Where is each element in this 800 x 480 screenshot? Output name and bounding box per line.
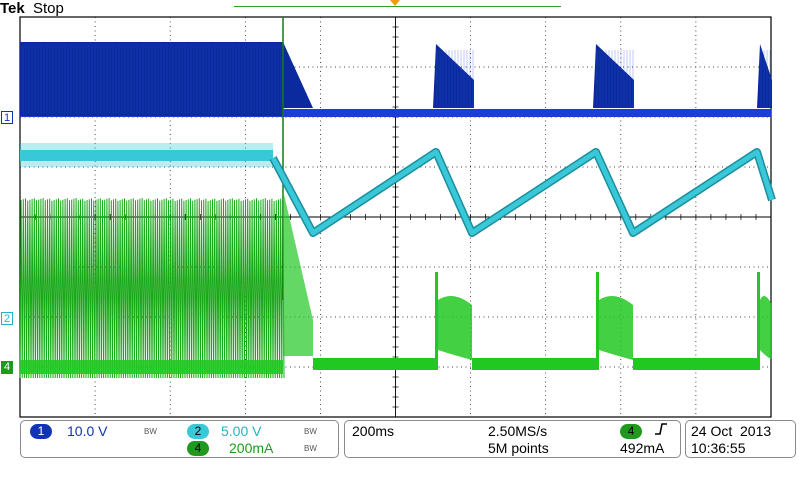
ch4-badge[interactable]: 4: [187, 441, 209, 456]
ch1-badge[interactable]: 1: [30, 424, 52, 439]
ch4-scale: 200mA: [229, 440, 274, 456]
ch2-waveform: [20, 143, 776, 237]
waveform-display: [19, 16, 776, 418]
acquisition-status: Stop: [33, 0, 64, 17]
ch2-scale: 5.00 V: [221, 423, 262, 439]
trigger-source-badge[interactable]: 4: [620, 424, 642, 439]
ch2-ground-marker[interactable]: 2: [1, 312, 13, 325]
ch2-bw-limit: BW: [304, 427, 317, 436]
ch4-bw-limit: BW: [304, 444, 317, 453]
date-display: 24 Oct 2013: [691, 423, 772, 439]
tek-logo: Tek: [0, 0, 25, 17]
ch4-waveform: [19, 17, 772, 379]
ch1-waveform: [20, 42, 772, 117]
ch1-ground-marker[interactable]: 1: [1, 111, 13, 124]
ch2-badge[interactable]: 2: [187, 424, 209, 439]
datetime-panel: 24 Oct 2013 10:36:55: [685, 420, 796, 458]
rising-edge-icon: [653, 421, 669, 437]
horizontal-scale: 200ms: [352, 423, 395, 439]
record-length: 5M points: [488, 440, 549, 456]
time-display: 10:36:55: [691, 440, 746, 456]
ch1-scale: 10.0 V: [67, 423, 108, 439]
ch4-ground-marker[interactable]: 4: [1, 361, 13, 374]
ch1-bw-limit: BW: [144, 427, 157, 436]
channel-readout-panel[interactable]: 1 10.0 V BW 2 5.00 V BW 4 200mA BW: [20, 420, 339, 458]
trigger-position-icon: [390, 0, 400, 6]
record-position-bar: [234, 6, 561, 7]
sample-rate: 2.50MS/s: [488, 423, 548, 439]
timebase-trigger-panel[interactable]: 200ms 2.50MS/s 5M points 4 492mA: [344, 420, 681, 458]
trigger-level: 492mA: [620, 440, 665, 456]
